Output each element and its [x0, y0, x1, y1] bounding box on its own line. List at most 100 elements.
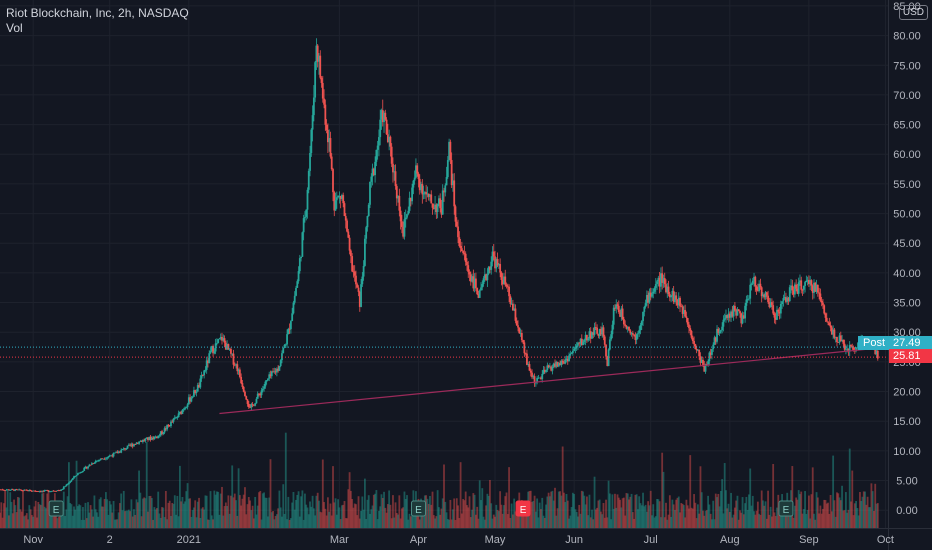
- candle-body: [685, 316, 688, 318]
- volume-bar: [667, 514, 670, 528]
- volume-bar: [550, 491, 553, 528]
- price-axis[interactable]: 0.005.0010.0015.0020.0025.0030.0035.0040…: [893, 1, 921, 517]
- candle-body: [149, 436, 152, 440]
- volume-bar: [421, 515, 424, 528]
- candle-body: [740, 313, 743, 324]
- candle-body: [807, 279, 810, 285]
- volume-bar: [126, 510, 129, 528]
- candle-body: [446, 160, 449, 178]
- candle-body: [334, 200, 337, 211]
- volume-bar: [730, 492, 732, 528]
- earnings-marker[interactable]: E: [410, 500, 426, 517]
- volume-bar: [574, 509, 577, 528]
- volume-bar: [311, 495, 314, 528]
- candle-body: [365, 227, 368, 239]
- volume-bar: [184, 501, 186, 528]
- y-tick-label: 40.00: [893, 268, 921, 280]
- candle-body: [310, 129, 313, 153]
- volume-bar: [42, 492, 45, 528]
- trendline[interactable]: [219, 347, 883, 415]
- volume-bar: [748, 494, 750, 528]
- volume-bar: [64, 515, 66, 528]
- earnings-marker[interactable]: E: [48, 500, 64, 517]
- y-tick-label: 75.00: [893, 60, 921, 72]
- symbol-title[interactable]: Riot Blockchain, Inc, 2h, NASDAQ: [6, 6, 189, 20]
- candle-body: [602, 327, 605, 337]
- candle-body: [506, 286, 509, 288]
- volume-bar: [820, 513, 823, 528]
- time-axis[interactable]: Nov 2 2021 Mar Apr May Jun Jul Aug Sep Oct: [23, 534, 894, 546]
- candle-body: [125, 448, 128, 450]
- volume-legend-label[interactable]: Vol: [6, 21, 23, 35]
- candle-body: [357, 287, 360, 292]
- volume-bar: [170, 515, 172, 528]
- volume-bar: [357, 496, 360, 528]
- candle-body: [796, 288, 799, 294]
- candle-body: [416, 165, 419, 174]
- volume-bar: [713, 519, 716, 528]
- candle-body: [621, 308, 624, 320]
- candle-body: [367, 204, 370, 217]
- candle-body: [349, 250, 352, 257]
- candle-body: [811, 285, 814, 293]
- volume-bar: [315, 495, 318, 528]
- volume-bar: [371, 505, 374, 528]
- candle-body: [776, 309, 778, 320]
- volume-bar: [533, 495, 536, 528]
- volume-bar: [48, 513, 51, 528]
- earnings-marker[interactable]: E: [515, 500, 531, 517]
- volume-bar: [103, 498, 106, 528]
- candle-body: [403, 219, 406, 237]
- candle-body: [163, 428, 166, 433]
- currency-badge[interactable]: USD: [898, 5, 928, 20]
- candle-body: [533, 376, 536, 384]
- volume-bar: [587, 515, 590, 528]
- candle-body: [658, 277, 661, 287]
- candle-body: [46, 490, 49, 492]
- volume-bar: [318, 500, 320, 528]
- volume-bar: [133, 509, 135, 528]
- candle-body: [501, 279, 504, 285]
- candle-body: [732, 305, 735, 317]
- candle-body: [601, 327, 604, 335]
- volume-bar: [374, 493, 377, 528]
- volume-bar: [707, 495, 710, 528]
- candle-body: [719, 330, 722, 332]
- volume-bar: [403, 491, 406, 528]
- volume-bar: [628, 499, 630, 528]
- candle-body: [700, 359, 703, 363]
- candle-body: [418, 178, 421, 191]
- volume-bar: [39, 505, 42, 528]
- volume-bar: [611, 494, 614, 528]
- candle-body: [526, 353, 528, 365]
- volume-bar: [689, 455, 692, 528]
- volume-bar: [823, 499, 826, 528]
- candle-body: [131, 444, 134, 447]
- volume-bar: [269, 459, 272, 528]
- volume-bar: [402, 507, 405, 528]
- candle-body: [281, 353, 283, 361]
- volume-bar: [107, 514, 110, 528]
- candle-body: [30, 491, 33, 492]
- candle-body: [548, 366, 551, 368]
- candle-body: [644, 303, 647, 307]
- volume-bar: [270, 512, 273, 528]
- candle-body: [108, 455, 111, 457]
- volume-bar: [138, 470, 140, 528]
- volume-bar: [320, 512, 323, 528]
- candle-body: [782, 298, 785, 302]
- candle-body: [460, 248, 463, 252]
- candle-body: [712, 344, 715, 350]
- candle-body: [191, 396, 194, 398]
- candle-body: [175, 417, 177, 418]
- volume-bar: [152, 519, 155, 528]
- candle-body: [463, 253, 466, 254]
- volume-bar: [864, 491, 866, 528]
- candle-body: [731, 311, 734, 317]
- candle-body: [839, 335, 842, 342]
- earnings-marker[interactable]: E: [778, 500, 794, 517]
- volume-bar: [855, 500, 858, 528]
- volume-bar: [326, 497, 329, 528]
